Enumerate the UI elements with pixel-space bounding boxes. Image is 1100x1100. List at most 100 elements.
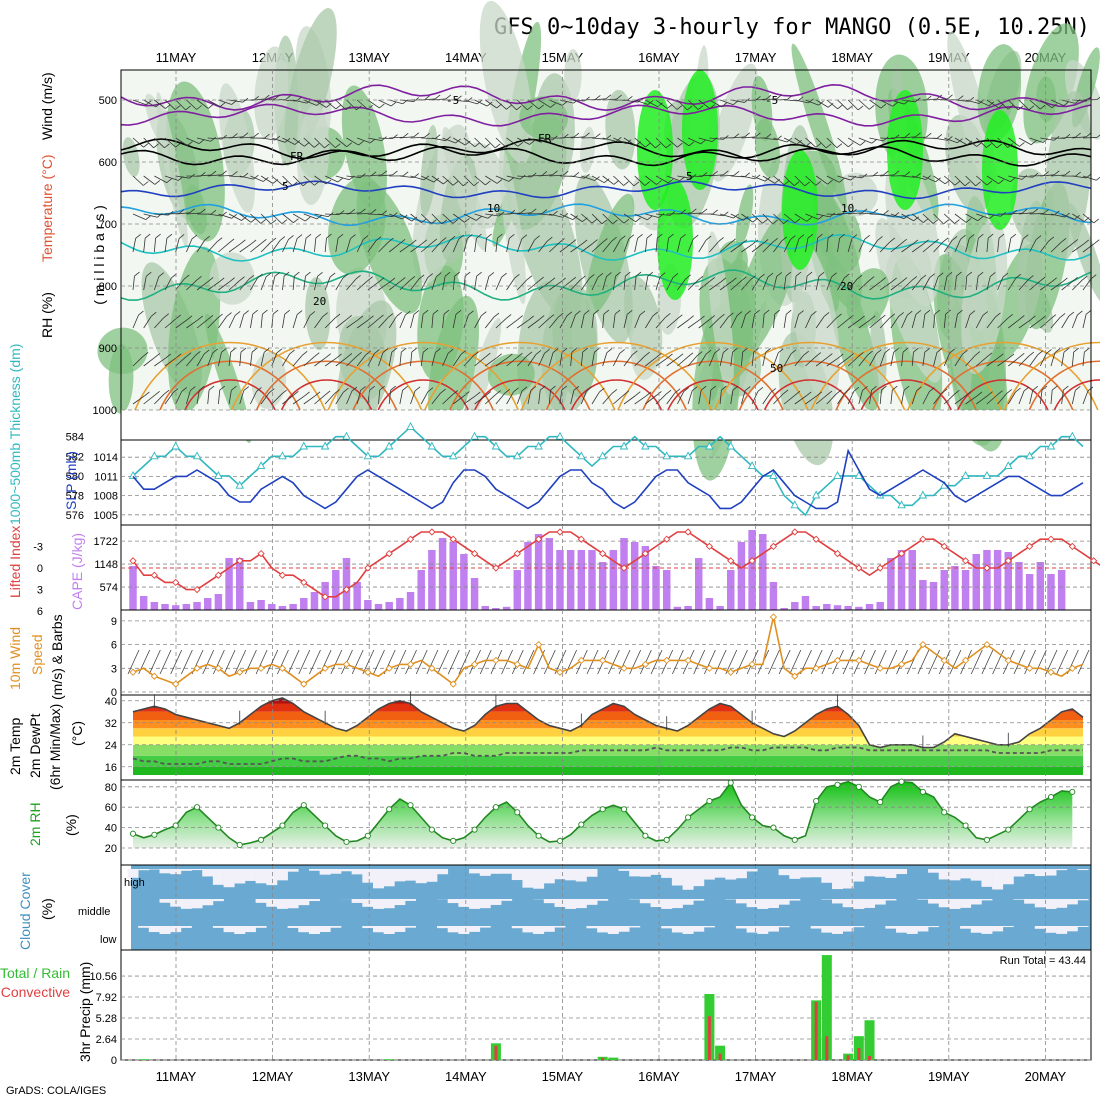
precip-conv-bar-64 bbox=[814, 1001, 818, 1060]
warm-contour-4-0 bbox=[520, 341, 713, 411]
level-500: 500 bbox=[99, 95, 117, 107]
contour-minus5-lower bbox=[120, 103, 1092, 127]
cape-bar-84 bbox=[1025, 574, 1034, 610]
cloud-high-gap-3 bbox=[159, 869, 171, 874]
lifted-index-line-pt-28 bbox=[428, 528, 436, 536]
thickness-line-pt-16 bbox=[299, 441, 309, 450]
cape-bar-30 bbox=[449, 542, 457, 610]
ylabel-temp-c: (6hr Min/Max) bbox=[47, 704, 63, 790]
lifted-index-line-pt-60 bbox=[769, 542, 778, 551]
wind-speed-line-pt-20 bbox=[342, 660, 351, 668]
temp-band-7 bbox=[133, 703, 1083, 712]
cloud-high-gap-28 bbox=[426, 869, 438, 882]
rh2m-line-pt-72 bbox=[898, 778, 905, 785]
level-700: 700 bbox=[99, 219, 117, 231]
cape-bar-86 bbox=[1047, 574, 1055, 610]
cloud-high-gap-11 bbox=[244, 869, 256, 881]
wind-speed-line-pt-8 bbox=[214, 664, 223, 672]
cloud-mid-gap-50 bbox=[661, 899, 673, 909]
warm-contour-1-1 bbox=[255, 360, 398, 411]
cloud-high-gap-54 bbox=[703, 869, 715, 880]
cloud-high-gap-64 bbox=[810, 869, 822, 878]
thickness-line-pt-36 bbox=[513, 451, 522, 460]
lifted-index-line-pt-58 bbox=[748, 557, 756, 565]
cape-tick-574: 574 bbox=[100, 582, 118, 594]
level-600: 600 bbox=[99, 157, 117, 169]
lifted-index-line-pt-6 bbox=[193, 585, 201, 594]
wind-speed-line-pt-56 bbox=[727, 668, 735, 676]
cloud-level-low: low bbox=[100, 934, 117, 946]
rh2m-line-pt-48 bbox=[642, 832, 649, 839]
rh2-tick-40: 40 bbox=[105, 823, 117, 835]
rh2m-line-pt-32 bbox=[471, 826, 478, 833]
lifted-index-line-pt-68 bbox=[855, 564, 863, 572]
cloud-mid-gap-76 bbox=[938, 899, 950, 908]
cape-bar-11 bbox=[246, 602, 255, 610]
cloud-high-gap-76 bbox=[938, 869, 950, 880]
thickness-line-pt-10 bbox=[235, 480, 244, 489]
thickness-line-pt-46 bbox=[619, 441, 629, 450]
wind-speed-line-pt-28 bbox=[428, 664, 436, 672]
cape-bar-56 bbox=[727, 570, 735, 610]
ylabel-thickness: 1000~500mb Thickness (dm) bbox=[7, 344, 23, 525]
contour-label-20b: 20 bbox=[840, 280, 853, 293]
cloud-mid-gap-3 bbox=[159, 899, 171, 903]
cloud-high-gap-72 bbox=[896, 869, 908, 875]
cape-bar-6 bbox=[193, 602, 201, 610]
cloud-low-gap-24 bbox=[383, 926, 395, 934]
cape-bar-65 bbox=[823, 604, 831, 610]
cloud-low-gap-50 bbox=[661, 926, 673, 929]
cape-bar-1 bbox=[139, 596, 148, 610]
lifted-index-line-pt-84 bbox=[1025, 542, 1034, 551]
cloud-high-gap-57 bbox=[735, 869, 747, 879]
cloud-low-gap-66 bbox=[831, 926, 843, 934]
cloud-mid-gap-87 bbox=[1056, 899, 1068, 908]
contour-15 bbox=[120, 233, 1092, 262]
thickness-line-pt-64 bbox=[811, 490, 821, 499]
cape-bar-24 bbox=[385, 602, 393, 610]
lifted-index-line-pt-30 bbox=[449, 535, 457, 543]
cape-bar-54 bbox=[705, 598, 714, 610]
precip-total-bar-55 bbox=[715, 1045, 726, 1060]
lifted-index-line-pt-14 bbox=[278, 571, 287, 579]
warm-contour-4-1 bbox=[545, 360, 688, 411]
cape-bar-52 bbox=[684, 606, 692, 610]
wind-speed-line-pt-4 bbox=[172, 680, 180, 688]
wind-speed-line-pt-84 bbox=[1025, 664, 1034, 672]
cloud-low-gap-78 bbox=[960, 926, 972, 929]
cloud-low-gap-71 bbox=[885, 926, 897, 929]
wind-speed-line-pt-18 bbox=[321, 664, 329, 672]
footer-credit: GrADS: COLA/IGES bbox=[6, 1085, 106, 1097]
cloud-low-gap-33 bbox=[479, 926, 491, 928]
li-tick--3: -3 bbox=[33, 541, 43, 553]
cape-bar-85 bbox=[1036, 562, 1045, 610]
thick-tick-582: 582 bbox=[66, 451, 84, 463]
thick-tick-580: 580 bbox=[66, 471, 84, 483]
lifted-index-line-pt-86 bbox=[1047, 535, 1055, 543]
rh-core-2 bbox=[782, 150, 818, 270]
cloud-high-gap-15 bbox=[287, 869, 299, 872]
rh2m-line-pt-74 bbox=[919, 788, 926, 795]
thickness-line-pt-78 bbox=[961, 470, 970, 479]
cloud-high-gap-87 bbox=[1056, 869, 1068, 871]
rh2m-line-pt-30 bbox=[450, 837, 457, 844]
rh2-tick-20: 20 bbox=[105, 843, 117, 855]
date-top-14MAY: 14MAY bbox=[445, 50, 487, 65]
wind-speed-line-pt-44 bbox=[599, 656, 607, 665]
cape-bar-35 bbox=[502, 606, 511, 610]
upper-panel-ylabels: ( m i l l i b a r s ) RH (%) Temperature… bbox=[39, 72, 107, 338]
rh2m-line-pt-38 bbox=[535, 832, 542, 839]
cloud-high-gap-52 bbox=[682, 869, 694, 890]
rh2m-line-pt-86 bbox=[1047, 793, 1055, 801]
cloud-mid-gap-74 bbox=[917, 899, 929, 900]
cape-bar-23 bbox=[374, 604, 383, 610]
cloud-low-gap-5 bbox=[180, 926, 192, 928]
cloud-high-gap-36 bbox=[511, 869, 523, 881]
precip-conv-bar-69 bbox=[868, 1056, 872, 1060]
cape-bar-71 bbox=[887, 558, 895, 610]
cloud-high-gap-79 bbox=[970, 869, 982, 881]
cloud-low-gap-52 bbox=[682, 926, 694, 934]
warm-contour-8-2 bbox=[957, 379, 1049, 411]
ylabel-wind: Wind (m/s) bbox=[39, 72, 55, 140]
cloud-low-gap-25 bbox=[394, 926, 406, 932]
